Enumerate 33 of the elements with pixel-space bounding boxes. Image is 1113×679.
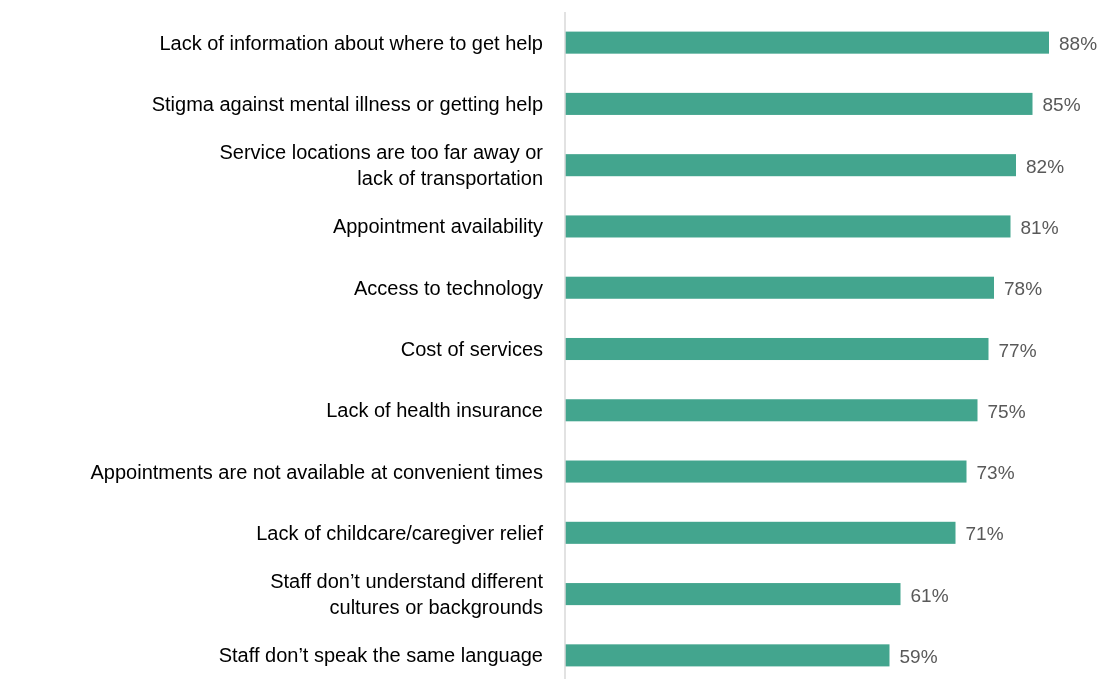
data-label: 71% (965, 523, 1004, 545)
data-label: 78% (1004, 278, 1043, 300)
data-label: 61% (910, 584, 949, 606)
bar (565, 92, 1033, 115)
data-label: 75% (987, 400, 1026, 422)
bar (565, 154, 1016, 177)
y-tick-label: Stigma against mental illness or getting help (151, 92, 543, 115)
y-tick-label: Lack of information about where to get help (159, 31, 543, 54)
y-tick-label: Lack of health insurance (326, 399, 543, 422)
bar (565, 460, 967, 483)
bar (565, 215, 1011, 238)
bar (565, 31, 1049, 54)
bar (565, 276, 994, 299)
y-tick-label: Lack of childcare/caregiver relief (256, 521, 544, 544)
data-label: 88% (1059, 33, 1098, 55)
data-label: 77% (998, 339, 1037, 361)
y-tick-label: Service locations are too far away or lack of transportation (219, 141, 544, 190)
data-label: 81% (1020, 216, 1059, 238)
y-tick-label: Staff don’t speak the same language (218, 644, 543, 667)
data-label: 85% (1042, 94, 1081, 116)
y-tick-label: Access to technology (354, 276, 543, 299)
data-label: 73% (976, 462, 1015, 484)
bar (565, 583, 901, 606)
bar (565, 644, 890, 667)
y-tick-label: Staff don’t understand different cultures or backgrounds (270, 570, 544, 619)
bar (565, 337, 989, 361)
y-tick-label: Appointments are not available at convenient times (90, 460, 543, 483)
bar (565, 521, 956, 544)
data-label: 59% (899, 645, 938, 667)
y-tick-label: Cost of services (400, 338, 543, 360)
y-tick-label: Appointment availability (332, 215, 543, 238)
bar (565, 399, 978, 422)
data-label: 82% (1026, 155, 1065, 177)
